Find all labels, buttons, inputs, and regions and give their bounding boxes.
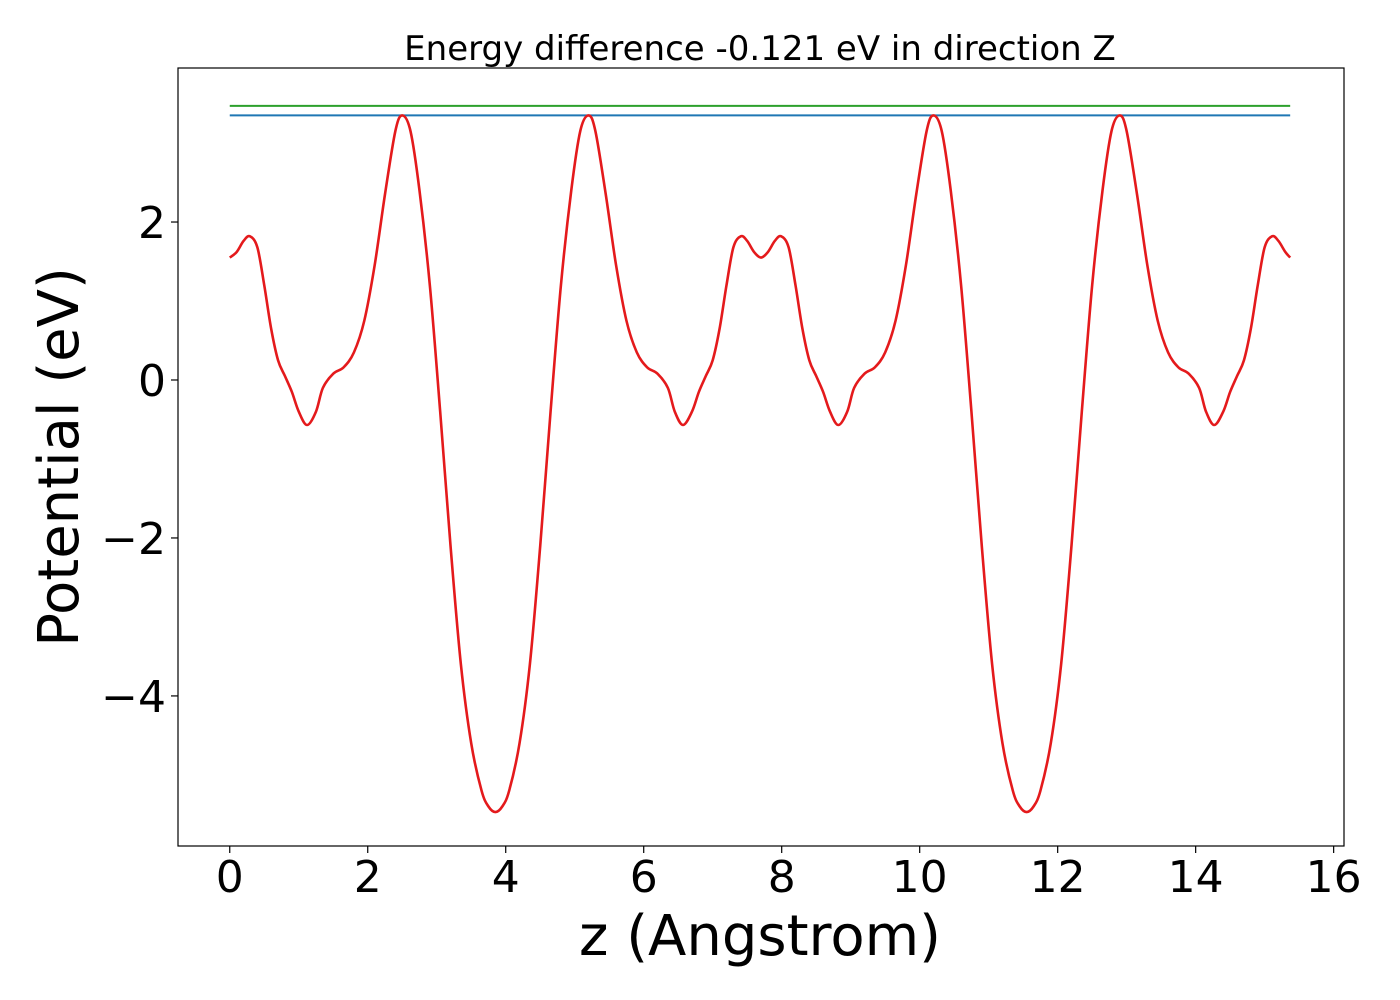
- y-tick-label: −2: [101, 514, 166, 565]
- y-axis-label: Potential (eV): [27, 267, 92, 647]
- y-tick-label: 2: [138, 198, 166, 249]
- axes-frame: [177, 67, 1345, 847]
- x-axis-label: z (Angstrom): [579, 904, 941, 969]
- y-tick-label: −4: [101, 672, 166, 723]
- y-axis: 2 0 −2 −4: [101, 198, 178, 723]
- x-tick-label: 6: [630, 852, 658, 903]
- x-tick-label: 0: [216, 852, 244, 903]
- plot-area: [228, 104, 1292, 814]
- x-tick-label: 16: [1306, 852, 1362, 903]
- potential-curve: [228, 114, 1292, 814]
- chart-title: Energy difference -0.121 eV in direction…: [404, 29, 1116, 69]
- y-tick-label: 0: [138, 356, 166, 407]
- x-tick-label: 12: [1030, 852, 1086, 903]
- x-axis: 0 2 4 6 8 10 12 14 16: [216, 846, 1362, 903]
- x-tick-label: 8: [768, 852, 796, 903]
- x-tick-label: 14: [1168, 852, 1224, 903]
- x-tick-label: 10: [892, 852, 948, 903]
- x-tick-label: 4: [492, 852, 520, 903]
- x-tick-label: 2: [354, 852, 382, 903]
